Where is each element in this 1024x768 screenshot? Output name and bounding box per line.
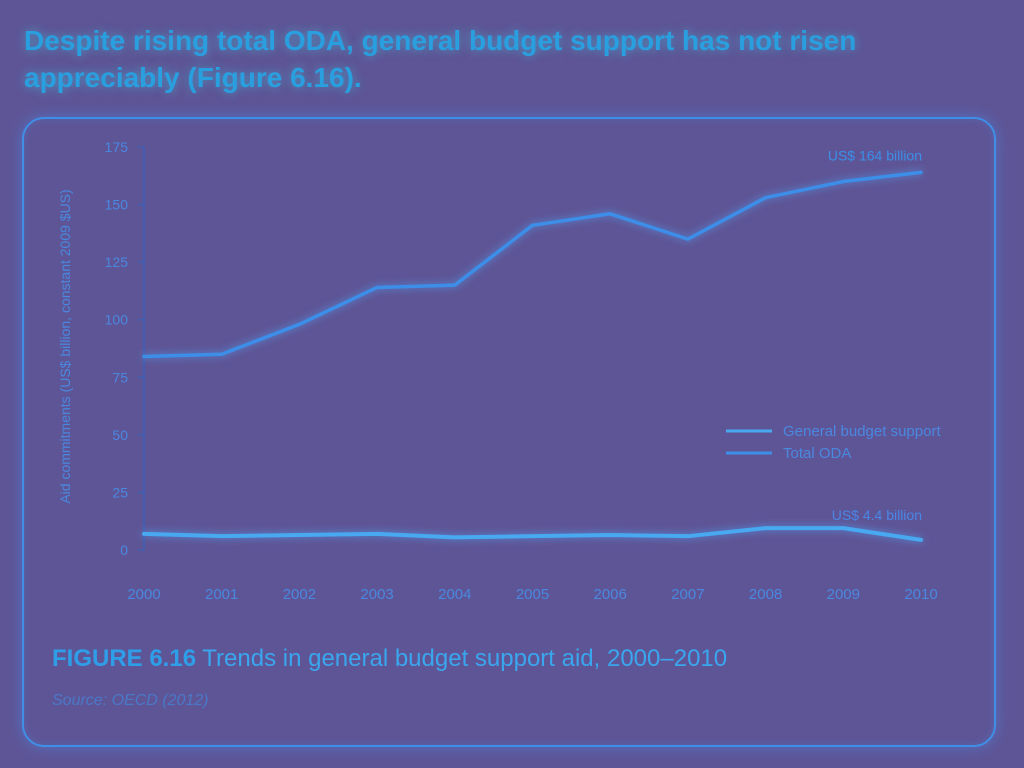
annotation-label: US$ 4.4 billion (832, 507, 922, 523)
x-tick-label: 2008 (749, 586, 782, 603)
y-tick-label: 50 (112, 427, 128, 443)
series-line-total-oda (142, 170, 923, 359)
figure-caption: FIGURE 6.16 Trends in general budget sup… (52, 645, 727, 673)
legend-label: General budget support (783, 423, 941, 440)
data-point-general-budget-support (841, 526, 845, 530)
figure-source: Source: OECD (2012) (52, 692, 209, 709)
chart-axes: 0 25 50 75 100 125 150 175 2000 2001 2002 2003 2004 2… (57, 139, 938, 603)
data-point-general-budget-support (142, 532, 146, 536)
y-tick-label: 175 (105, 139, 129, 155)
chart-legend: General budget support Total ODA (726, 423, 941, 462)
x-tick-label: 2001 (205, 586, 238, 603)
data-point-total-oda (297, 322, 301, 326)
y-axis-title: Aid commitments (US$ billion, constant 2… (57, 189, 73, 503)
data-point-total-oda (764, 196, 768, 200)
data-point-general-budget-support (608, 533, 612, 537)
data-point-general-budget-support (453, 535, 457, 539)
annotation-label: US$ 164 billion (828, 147, 922, 163)
y-tick-label: 0 (120, 542, 128, 558)
data-point-total-oda (220, 352, 224, 356)
data-point-general-budget-support (764, 526, 768, 530)
x-tick-label: 2004 (438, 586, 471, 603)
data-point-total-oda (608, 212, 612, 216)
x-tick-label: 2009 (827, 586, 860, 603)
data-point-total-oda (531, 223, 534, 227)
data-point-general-budget-support (531, 534, 534, 538)
data-point-general-budget-support (686, 534, 690, 538)
x-tick-label: 2006 (594, 586, 627, 603)
data-point-total-oda (686, 237, 690, 241)
data-point-general-budget-support (919, 538, 923, 542)
slide-headline: Despite rising total ODA, general budget… (24, 25, 857, 93)
x-tick-label: 2003 (360, 586, 393, 603)
data-point-general-budget-support (220, 534, 224, 538)
series-line-general-budget-support (142, 526, 923, 542)
data-point-general-budget-support (375, 532, 379, 536)
data-point-total-oda (142, 355, 146, 359)
x-tick-label: 2007 (671, 586, 704, 603)
y-tick-label: 150 (105, 197, 129, 213)
data-point-total-oda (841, 180, 845, 184)
x-tick-label: 2005 (516, 586, 549, 603)
data-point-general-budget-support (297, 533, 301, 537)
y-tick-label: 25 (112, 484, 128, 500)
x-tick-label: 2002 (283, 586, 316, 603)
legend-label: Total ODA (783, 445, 851, 462)
chart-labels: US$ 164 billion US$ 4.4 billion (828, 147, 922, 523)
chart-series (142, 170, 923, 542)
y-tick-label: 75 (112, 369, 128, 385)
data-point-total-oda (919, 170, 923, 174)
y-tick-label: 125 (105, 254, 129, 270)
data-point-total-oda (375, 285, 379, 289)
x-tick-label: 2000 (127, 586, 160, 603)
figure-caption-text: Trends in general budget support aid, 20… (202, 645, 728, 672)
y-tick-label: 100 (105, 312, 129, 328)
data-point-total-oda (453, 283, 457, 287)
figure-number: FIGURE 6.16 (52, 645, 197, 672)
x-tick-label: 2010 (904, 586, 937, 603)
figure-panel (22, 117, 996, 747)
